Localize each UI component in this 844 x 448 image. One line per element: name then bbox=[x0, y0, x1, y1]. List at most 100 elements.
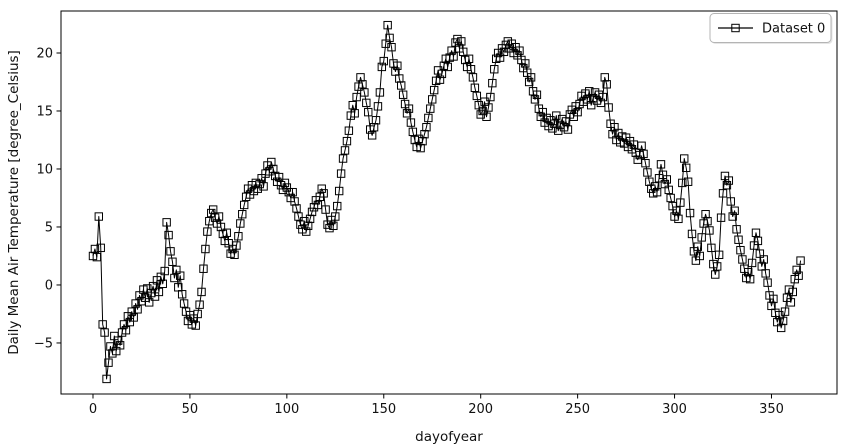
data-point-marker bbox=[714, 250, 724, 260]
data-point-marker bbox=[280, 178, 290, 188]
data-point-marker bbox=[113, 336, 123, 345]
data-point-marker bbox=[402, 109, 412, 118]
data-point-marker bbox=[238, 210, 247, 219]
data-point-marker bbox=[459, 47, 468, 57]
data-point-marker bbox=[521, 59, 530, 68]
data-point-marker bbox=[734, 235, 743, 244]
x-tick-label: 250 bbox=[565, 402, 590, 417]
data-point-marker bbox=[131, 299, 140, 308]
data-point-marker bbox=[121, 326, 131, 335]
data-point-marker bbox=[158, 279, 167, 289]
data-point-marker bbox=[104, 358, 113, 367]
data-point-marker bbox=[769, 294, 778, 304]
data-point-marker bbox=[695, 251, 704, 261]
data-point-marker bbox=[598, 92, 608, 102]
data-point-marker bbox=[102, 374, 111, 384]
data-point-marker bbox=[201, 244, 210, 254]
data-point-marker bbox=[350, 109, 359, 118]
data-point-marker bbox=[796, 256, 805, 265]
data-point-marker bbox=[484, 103, 493, 112]
data-point-marker bbox=[435, 75, 445, 84]
data-point-marker bbox=[713, 262, 722, 271]
y-tick-label: 10 bbox=[36, 162, 53, 177]
data-point-marker bbox=[722, 181, 732, 190]
data-point-marker bbox=[393, 61, 402, 70]
data-point-marker bbox=[208, 205, 218, 214]
y-tick-label: 20 bbox=[36, 46, 53, 61]
data-point-marker bbox=[641, 158, 650, 168]
data-point-marker bbox=[94, 212, 103, 221]
data-point-marker bbox=[643, 168, 652, 177]
data-point-marker bbox=[234, 232, 243, 241]
data-point-marker bbox=[728, 212, 737, 221]
data-point-marker bbox=[197, 287, 206, 297]
data-point-marker bbox=[792, 265, 801, 275]
data-point-marker bbox=[705, 226, 714, 235]
data-point-marker bbox=[367, 131, 377, 140]
data-point-marker bbox=[92, 252, 102, 262]
data-point-marker bbox=[352, 92, 361, 102]
y-axis-label: Daily Mean Air Temperature [degree_Celsi… bbox=[6, 50, 22, 355]
data-point-marker bbox=[472, 91, 482, 101]
data-point-marker bbox=[166, 247, 175, 256]
legend-box bbox=[709, 13, 832, 43]
data-point-marker bbox=[753, 236, 763, 246]
data-point-marker bbox=[230, 250, 239, 260]
data-point-marker bbox=[711, 270, 720, 279]
data-point-marker bbox=[676, 198, 685, 207]
data-point-marker bbox=[375, 88, 385, 97]
data-point-marker bbox=[681, 163, 691, 173]
data-point-marker bbox=[761, 269, 770, 278]
data-point-marker bbox=[253, 184, 262, 193]
data-point-marker bbox=[331, 212, 340, 221]
data-point-marker bbox=[119, 320, 129, 329]
data-point-marker bbox=[115, 341, 125, 350]
data-point-marker bbox=[697, 233, 706, 242]
data-point-marker bbox=[449, 52, 458, 61]
data-point-marker bbox=[685, 208, 695, 218]
data-point-marker bbox=[364, 107, 373, 117]
data-point-marker bbox=[604, 103, 613, 112]
data-point-marker bbox=[424, 113, 433, 123]
data-point-marker bbox=[443, 62, 452, 72]
data-point-marker bbox=[652, 187, 662, 197]
data-point-marker bbox=[162, 218, 171, 227]
x-axis: 0 50 100 150 200 250 300 350 bbox=[89, 394, 784, 417]
data-point-marker bbox=[334, 186, 344, 196]
data-point-marker bbox=[788, 287, 797, 297]
data-point-marker bbox=[726, 197, 735, 206]
data-point-marker bbox=[129, 313, 138, 322]
data-point-marker bbox=[532, 90, 542, 99]
data-point-marker bbox=[457, 37, 466, 46]
data-point-marker bbox=[195, 300, 204, 309]
data-point-marker bbox=[282, 183, 292, 192]
data-point-marker bbox=[736, 245, 745, 255]
data-point-marker bbox=[164, 230, 173, 240]
y-tick-label: 15 bbox=[36, 104, 53, 119]
x-tick-label: 100 bbox=[274, 402, 299, 417]
data-point-marker bbox=[336, 169, 346, 178]
data-point-marker bbox=[437, 69, 447, 79]
data-point-marker bbox=[563, 125, 573, 134]
data-point-marker bbox=[170, 273, 179, 283]
data-point-marker bbox=[259, 182, 268, 191]
data-point-marker bbox=[214, 212, 224, 221]
data-point-marker bbox=[596, 98, 606, 108]
data-point-marker bbox=[602, 80, 611, 89]
x-tick-label: 50 bbox=[182, 402, 199, 417]
data-point-marker bbox=[317, 184, 326, 193]
data-point-markers bbox=[88, 20, 805, 384]
data-point-marker bbox=[703, 216, 712, 226]
data-point-marker bbox=[747, 258, 757, 268]
x-tick-label: 350 bbox=[759, 402, 784, 417]
data-point-marker bbox=[778, 316, 788, 326]
x-tick-label: 200 bbox=[468, 402, 493, 417]
data-point-marker bbox=[360, 88, 369, 97]
data-point-marker bbox=[358, 80, 367, 89]
data-point-marker bbox=[377, 62, 387, 72]
data-point-marker bbox=[294, 212, 303, 221]
data-point-marker bbox=[160, 266, 169, 276]
data-point-marker bbox=[342, 136, 352, 146]
data-point-marker bbox=[666, 193, 675, 203]
